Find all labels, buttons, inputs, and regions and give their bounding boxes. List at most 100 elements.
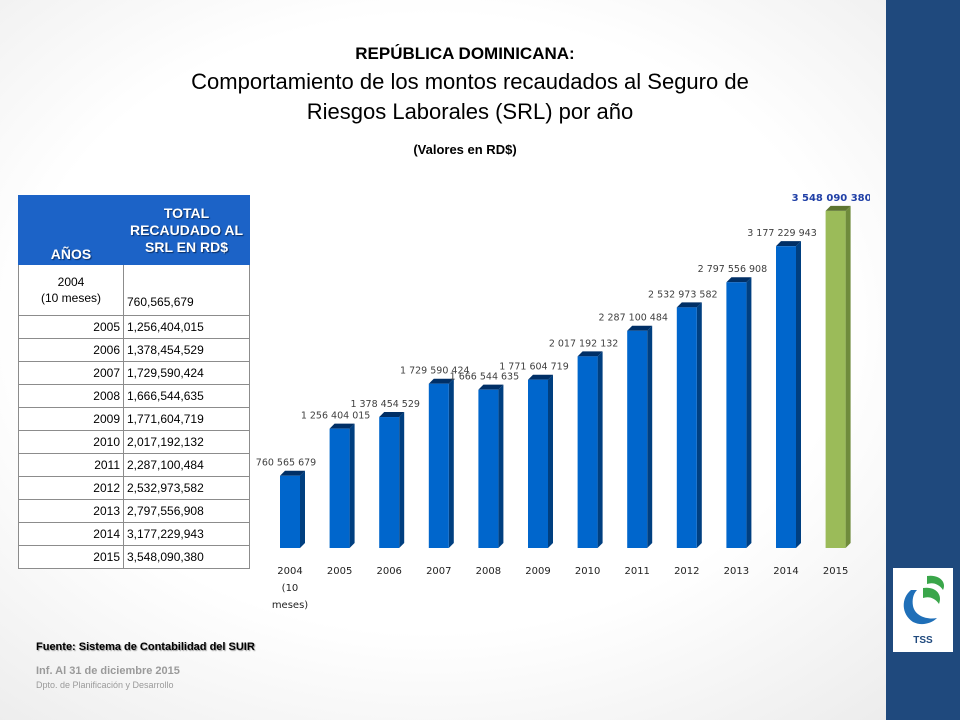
table-header-year: AÑOS — [18, 195, 124, 265]
table-cell-value: 3,177,229,943 — [123, 522, 250, 546]
bar-9 — [726, 282, 747, 548]
table-cell-year: 2008 — [18, 384, 124, 408]
year-label: 2007 — [93, 366, 120, 380]
bar-3 — [428, 383, 449, 548]
source-note: Fuente: Sistema de Contabilidad del SUIR — [36, 641, 255, 653]
table-cell-year: 2011 — [18, 453, 124, 477]
table-row: 2004 (10 meses) 760,565,679 — [18, 264, 250, 316]
x-tick-label-3: 2007 — [426, 566, 451, 577]
table-row: 2010 2,017,192,132 — [18, 430, 250, 454]
table-row: 2005 1,256,404,015 — [18, 315, 250, 339]
year-label: 2005 — [93, 320, 120, 334]
year-label: 2006 — [93, 343, 120, 357]
table-cell-year: 2012 — [18, 476, 124, 500]
table-cell-year: 2005 — [18, 315, 124, 339]
data-label-11: 3 548 090 380 — [792, 193, 870, 204]
bar-top-9 — [726, 277, 752, 283]
bar-side-10 — [796, 241, 801, 548]
table-cell-value: 1,666,544,635 — [123, 384, 250, 408]
country-heading: REPÚBLICA DOMINICANA: — [355, 44, 575, 63]
table-cell-year: 2007 — [18, 361, 124, 385]
x-tick-label-0-part2: meses) — [272, 600, 308, 611]
bar-side-4 — [498, 384, 504, 548]
bar-10 — [776, 246, 796, 548]
table-cell-value: 1,378,454,529 — [123, 338, 250, 362]
bar-top-1 — [329, 423, 355, 429]
bar-top-11 — [825, 205, 851, 211]
bar-4 — [478, 389, 499, 548]
year-label: 2008 — [93, 389, 120, 403]
data-label-6: 2 017 192 132 — [549, 338, 619, 349]
bar-top-7 — [627, 325, 653, 331]
bar-8 — [676, 307, 697, 548]
bar-2 — [379, 417, 400, 548]
bar-11 — [825, 210, 846, 549]
table-cell-value: 1,729,590,424 — [123, 361, 250, 385]
x-tick-label-1: 2005 — [327, 566, 352, 577]
table-cell-value: 760,565,679 — [123, 264, 250, 316]
year-label: 2013 — [93, 504, 120, 518]
table-cell-year: 2010 — [18, 430, 124, 454]
tss-logo-text: TSS — [913, 635, 933, 646]
table-row: 2009 1,771,604,719 — [18, 407, 250, 431]
bar-0 — [280, 475, 300, 548]
table-cell-year: 2013 — [18, 499, 124, 523]
department-name: Dpto. de Planificación y Desarrollo — [36, 680, 174, 690]
x-tick-label-2: 2006 — [376, 566, 401, 577]
bar-side-3 — [448, 378, 454, 548]
table-cell-year: 2004 (10 meses) — [18, 264, 124, 316]
bar-side-1 — [349, 423, 355, 548]
table-cell-value: 2,287,100,484 — [123, 453, 250, 477]
bar-side-0 — [300, 470, 305, 548]
bar-top-6 — [577, 351, 603, 357]
data-label-9: 2 797 556 908 — [698, 264, 768, 275]
bar-top-5 — [528, 374, 553, 380]
bar-top-0 — [280, 470, 305, 476]
year-label: 2014 — [93, 527, 120, 541]
bar-1 — [329, 428, 350, 548]
data-label-1: 1 256 404 015 — [301, 411, 371, 422]
bar-side-9 — [746, 277, 752, 548]
table-row: 2013 2,797,556,908 — [18, 499, 250, 523]
bar-side-5 — [548, 374, 553, 548]
table-header-total: TOTAL RECAUDADO AL SRL EN RD$ — [123, 195, 250, 265]
data-label-3: 1 729 590 424 — [400, 366, 470, 377]
x-tick-label-0-part1: (10 — [282, 583, 299, 594]
table-header-row: AÑOS TOTAL RECAUDADO AL SRL EN RD$ — [18, 195, 250, 265]
bar-side-2 — [399, 412, 405, 548]
year-label: 2012 — [93, 481, 120, 495]
table-row: 2011 2,287,100,484 — [18, 453, 250, 477]
x-tick-label-4: 2008 — [476, 566, 501, 577]
table-body: 2004 (10 meses) 760,565,679 2005 1,256,404,0… — [18, 264, 250, 569]
data-label-0: 760 565 679 — [256, 458, 316, 469]
table-row: 2007 1,729,590,424 — [18, 361, 250, 385]
data-label-10: 3 177 229 943 — [747, 228, 817, 239]
x-tick-label-11: 2015 — [823, 566, 848, 577]
data-label-5: 1 771 604 719 — [499, 362, 569, 373]
x-tick-label-0: 2004 — [277, 566, 302, 577]
table-cell-value: 1,256,404,015 — [123, 315, 250, 339]
page-title: Comportamiento de los montos recaudados … — [191, 69, 749, 124]
bar-side-7 — [647, 325, 653, 548]
x-tick-label-9: 2013 — [724, 566, 749, 577]
bar-6 — [577, 356, 598, 548]
table-row: 2014 3,177,229,943 — [18, 522, 250, 546]
x-tick-label-8: 2012 — [674, 566, 699, 577]
table-cell-value: 2,017,192,132 — [123, 430, 250, 454]
table-row: 2006 1,378,454,529 — [18, 338, 250, 362]
data-label-2: 1 378 454 529 — [350, 399, 420, 410]
bar-top-4 — [478, 384, 504, 390]
table-cell-value: 1,771,604,719 — [123, 407, 250, 431]
table-cell-value: 3,548,090,380 — [123, 545, 250, 569]
x-tick-label-6: 2010 — [575, 566, 600, 577]
tss-logo-icon — [903, 575, 945, 625]
table-cell-year: 2014 — [18, 522, 124, 546]
table-cell-year: 2009 — [18, 407, 124, 431]
bar-side-6 — [597, 351, 603, 548]
bar-side-11 — [845, 205, 851, 549]
bar-7 — [627, 330, 648, 548]
page-subtitle: (Valores en RD$) — [413, 142, 517, 157]
year-note: (10 meses) — [40, 291, 102, 305]
data-label-8: 2 532 973 582 — [648, 289, 718, 300]
report-date: Inf. Al 31 de diciembre 2015 — [36, 665, 180, 677]
